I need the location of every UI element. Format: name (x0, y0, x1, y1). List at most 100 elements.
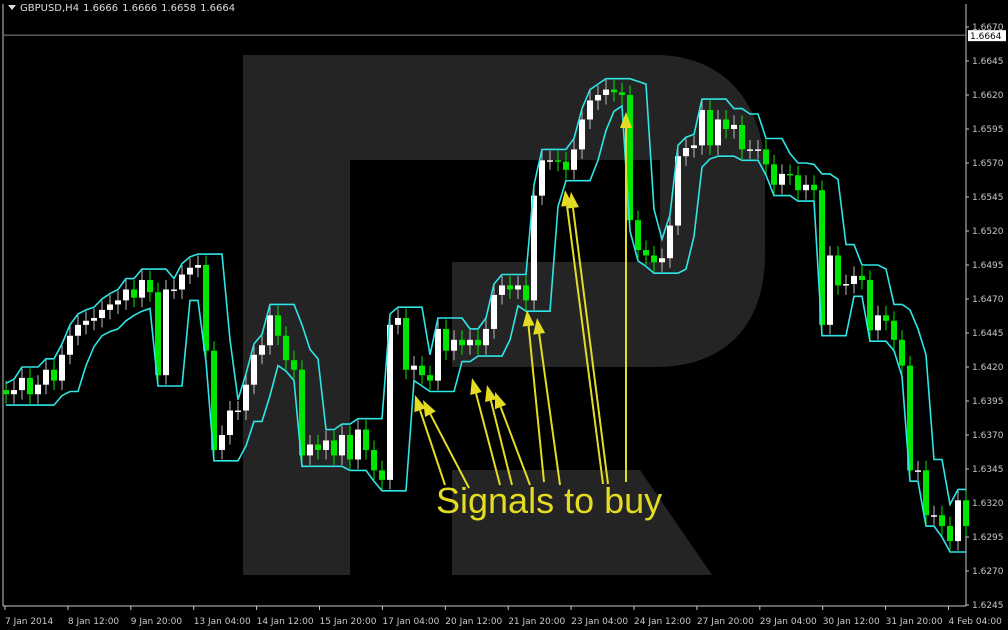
buy-arrow (567, 192, 609, 485)
y-tick-label: 1.6570 (972, 159, 1004, 169)
candle-body (891, 320, 897, 340)
candle-body (803, 184, 809, 191)
arrow-head-icon (620, 112, 632, 128)
candle-body (299, 369, 305, 456)
candle-body (331, 440, 337, 456)
buy-arrow (485, 385, 513, 486)
bull-candle (747, 139, 753, 159)
candle-body (11, 390, 17, 395)
candle-body (531, 195, 537, 301)
x-tick-label: 24 Jan 12:00 (634, 617, 691, 627)
candle-body (955, 500, 961, 542)
bear-candle (51, 360, 57, 391)
candle-body (683, 148, 689, 157)
candle-body (379, 470, 385, 480)
dropdown-triangle-icon[interactable] (8, 5, 16, 10)
bear-candle (275, 305, 281, 346)
bear-candle (819, 180, 825, 335)
candle-body (139, 279, 145, 298)
bear-candle (611, 80, 617, 102)
bull-candle (435, 319, 441, 391)
symbol-timeframe: GBPUSD,H4 (20, 3, 80, 14)
arrow-shaft (475, 393, 501, 486)
bear-candle (891, 311, 897, 350)
bear-candle (147, 270, 153, 302)
candle-body (659, 258, 665, 263)
candle-body (307, 444, 313, 456)
bear-candle (523, 275, 529, 310)
candle-body (915, 470, 921, 472)
candle-body (283, 335, 289, 361)
candle-body (275, 315, 281, 336)
candle-body (155, 292, 161, 376)
candle-body (611, 89, 617, 93)
bear-candle (427, 365, 433, 391)
bull-candle (219, 425, 225, 460)
candle-body (27, 377, 33, 395)
bull-candle (163, 279, 169, 385)
y-tick-label: 1.6620 (972, 91, 1004, 101)
bull-candle (827, 245, 833, 335)
candle-body (219, 435, 225, 450)
bull-candle (483, 319, 489, 355)
lower-band-line (6, 104, 966, 553)
channel-bands (5, 77, 966, 553)
candle-body (907, 365, 913, 471)
buy-arrow (470, 378, 501, 486)
bull-candle (843, 274, 849, 295)
candle-body (227, 410, 233, 435)
bull-candle (667, 216, 673, 268)
x-tick-label: 21 Jan 20:00 (508, 617, 565, 627)
arrow-shaft (572, 207, 609, 485)
y-tick-label: 1.6645 (972, 57, 1004, 67)
arrow-head-icon (414, 395, 426, 413)
bull-candle (75, 315, 81, 346)
buy-arrow (423, 400, 470, 489)
bull-candle (91, 308, 97, 331)
candle-body (523, 285, 529, 301)
bear-candle (771, 154, 777, 195)
arrow-head-icon (495, 392, 507, 410)
candle-body (203, 265, 209, 351)
candle-body (259, 345, 265, 355)
upper-band-line (5, 77, 966, 507)
candle-body (619, 92, 625, 95)
bull-candle (595, 85, 601, 110)
bull-candle (251, 345, 257, 395)
bull-candle (547, 150, 553, 170)
candle-body (19, 377, 25, 391)
svg-text:1.6664: 1.6664 (970, 32, 1002, 42)
bear-candle (419, 356, 425, 385)
bull-candle (499, 275, 505, 305)
y-tick-label: 1.6520 (972, 227, 1004, 237)
arrow-head-icon (522, 310, 535, 327)
x-tick-label: 15 Jan 20:00 (320, 617, 377, 627)
bear-candle (347, 425, 353, 469)
bull-candle (323, 430, 329, 460)
bear-candle (283, 326, 289, 370)
bear-candle (883, 305, 889, 331)
candle-body (355, 429, 361, 460)
arrow-head-icon (423, 400, 436, 417)
bear-candle (947, 516, 953, 551)
candle-body (875, 315, 881, 331)
bear-candle (835, 245, 841, 295)
y-tick-label: 1.6370 (972, 431, 1004, 441)
candle-body (419, 365, 425, 376)
candle-body (323, 440, 329, 450)
bear-candle (627, 85, 633, 230)
bear-candle (315, 435, 321, 460)
bull-candle (451, 330, 457, 361)
candle-body (403, 318, 409, 370)
bear-candle (643, 240, 649, 265)
bull-candle (395, 308, 401, 335)
bear-candle (867, 270, 873, 340)
bull-candle (107, 294, 113, 320)
bull-candle (539, 150, 545, 206)
candle-body (547, 160, 553, 162)
candle-body (467, 339, 473, 346)
bull-candle (467, 330, 473, 355)
bear-candle (723, 109, 729, 139)
candle-body (51, 369, 57, 381)
candle-body (723, 119, 729, 129)
